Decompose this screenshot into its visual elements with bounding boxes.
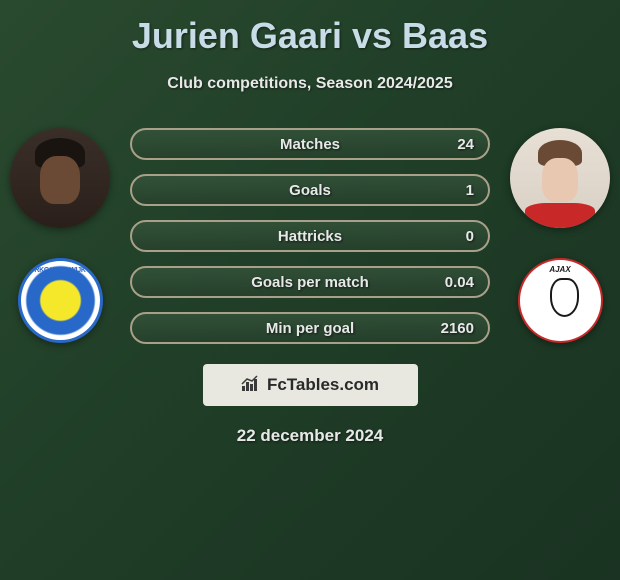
- stats-column: Matches 24 Goals 1 Hattricks 0 Goals per…: [120, 128, 500, 344]
- chart-icon: [241, 374, 261, 397]
- stat-value: 2160: [441, 320, 474, 337]
- content-row: Matches 24 Goals 1 Hattricks 0 Goals per…: [0, 128, 620, 344]
- stat-label: Matches: [280, 136, 340, 153]
- stat-row-matches: Matches 24: [130, 128, 490, 160]
- subtitle: Club competitions, Season 2024/2025: [167, 75, 452, 93]
- stat-label: Goals: [289, 182, 331, 199]
- stat-label: Min per goal: [266, 320, 354, 337]
- club-right-badge: [518, 258, 603, 343]
- stat-value: 1: [466, 182, 474, 199]
- player-left-column: [0, 128, 120, 343]
- stat-value: 0.04: [445, 274, 474, 291]
- stat-value: 0: [466, 228, 474, 245]
- stat-row-goals: Goals 1: [130, 174, 490, 206]
- player-right-avatar: [510, 128, 610, 228]
- stat-row-gpm: Goals per match 0.04: [130, 266, 490, 298]
- stat-label: Hattricks: [278, 228, 342, 245]
- club-left-badge: [18, 258, 103, 343]
- stat-row-hattricks: Hattricks 0: [130, 220, 490, 252]
- stat-label: Goals per match: [251, 274, 369, 291]
- stat-value: 24: [457, 136, 474, 153]
- comparison-card: Jurien Gaari vs Baas Club competitions, …: [0, 0, 620, 456]
- date-label: 22 december 2024: [237, 426, 384, 446]
- player-right-column: [500, 128, 620, 343]
- branding-box: FcTables.com: [203, 364, 418, 406]
- branding-text: FcTables.com: [267, 375, 379, 395]
- stat-row-mpg: Min per goal 2160: [130, 312, 490, 344]
- player-left-avatar: [10, 128, 110, 228]
- page-title: Jurien Gaari vs Baas: [132, 15, 488, 57]
